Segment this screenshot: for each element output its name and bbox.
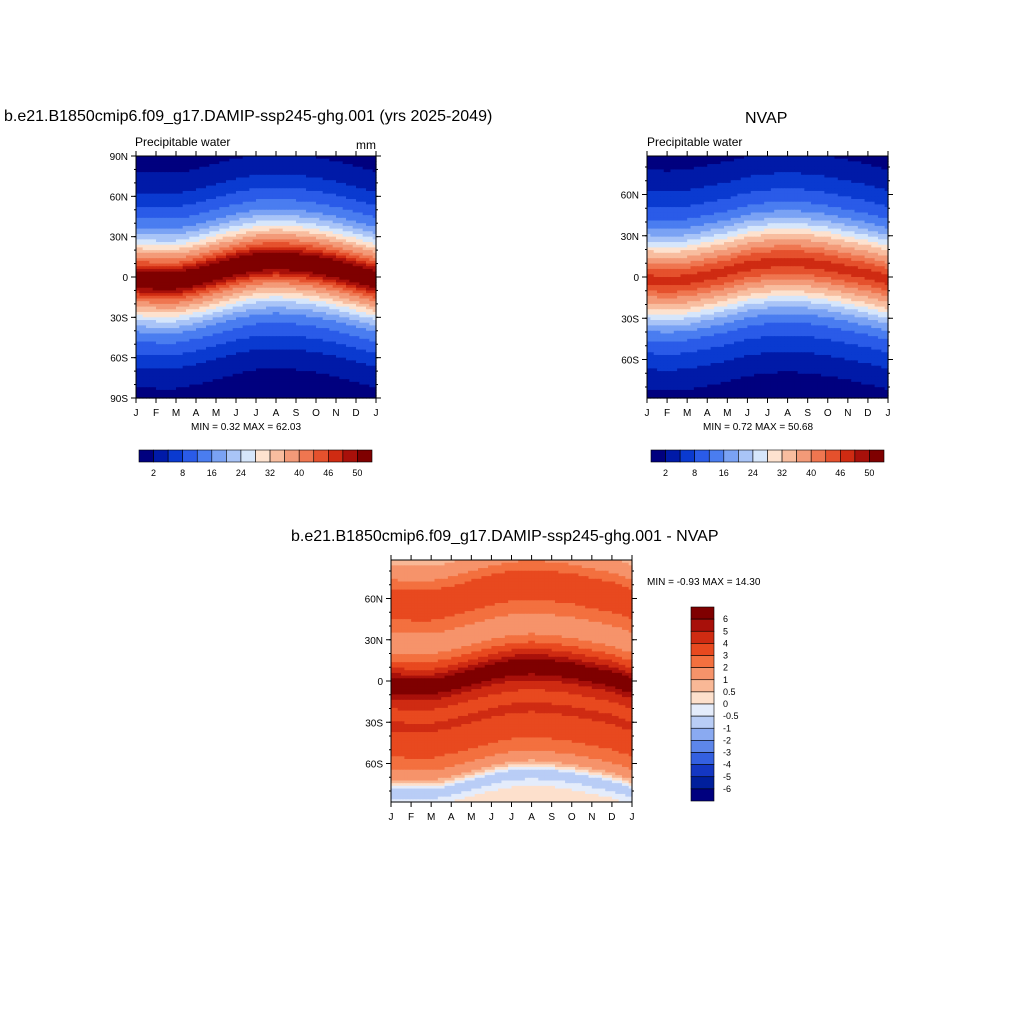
panel1-plot [136, 156, 377, 399]
